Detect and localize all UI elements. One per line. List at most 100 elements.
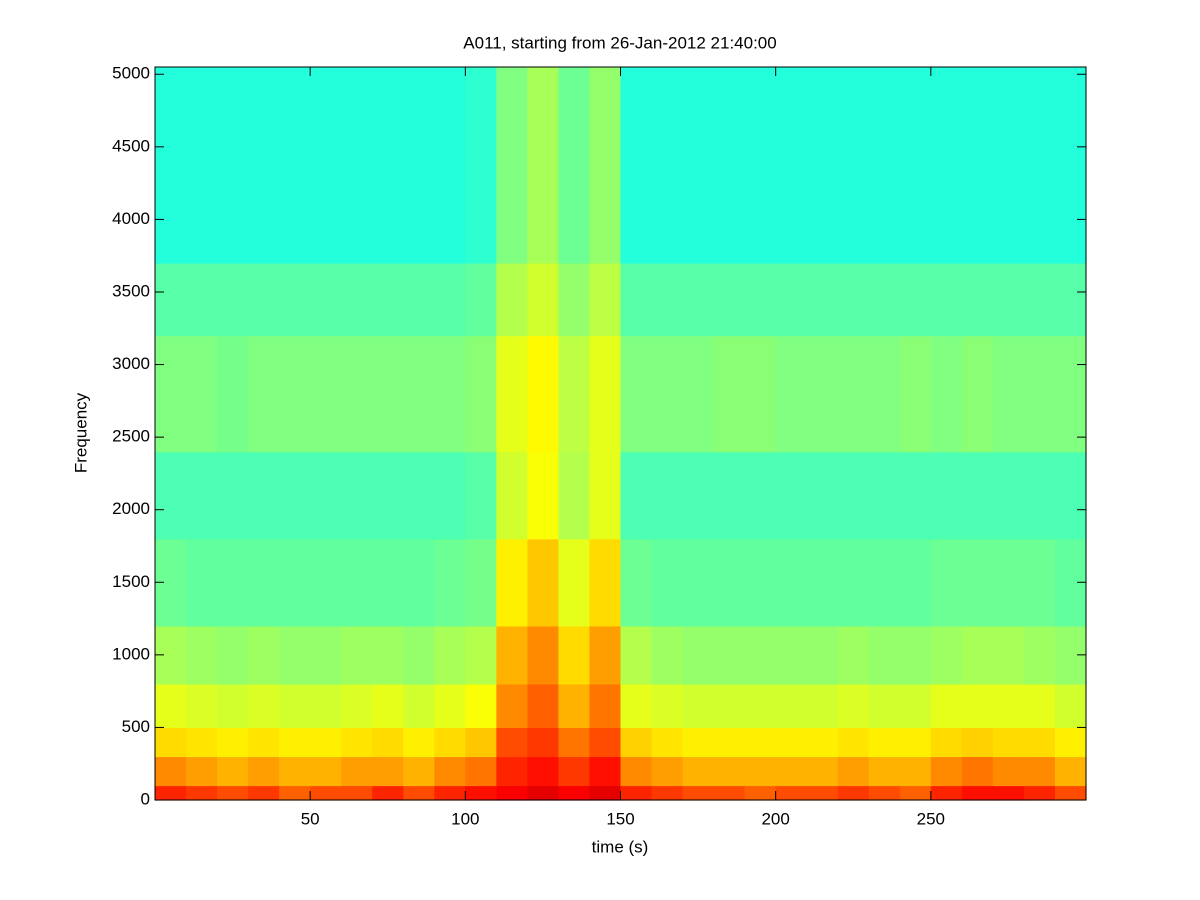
- heatmap-cell: [527, 756, 560, 787]
- heatmap-cell: [279, 335, 311, 453]
- heatmap-cell: [744, 262, 777, 337]
- heatmap-cell: [837, 335, 870, 453]
- heatmap-cell: [310, 727, 342, 758]
- heatmap-cell: [589, 785, 622, 801]
- heatmap-cell: [806, 727, 839, 758]
- heatmap-cell: [899, 262, 932, 337]
- heatmap-cell: [248, 683, 280, 729]
- heatmap-cell: [1023, 785, 1056, 801]
- heatmap-cell: [248, 727, 280, 758]
- heatmap-cell: [744, 756, 777, 787]
- heatmap-cell: [465, 625, 497, 685]
- heatmap-cell: [961, 67, 994, 264]
- heatmap-cell: [1023, 335, 1056, 453]
- heatmap-cell: [930, 785, 963, 801]
- heatmap-cell: [837, 451, 870, 540]
- axes: 50 100 150 200 25005001000150020002500300035…: [112, 64, 1087, 828]
- heatmap-cell: [527, 451, 560, 540]
- heatmap-cell: [1023, 67, 1056, 264]
- heatmap-cell: [992, 335, 1025, 453]
- x-tick-label: 100: [451, 809, 479, 828]
- heatmap-cell: [434, 727, 466, 758]
- y-tick-label: 4000: [112, 209, 150, 228]
- heatmap-cell: [341, 683, 373, 729]
- heatmap-cell: [620, 727, 653, 758]
- heatmap-cell: [558, 538, 591, 627]
- heatmap-cell: [620, 785, 653, 801]
- y-tick-label: 3500: [112, 281, 150, 300]
- heatmap-cell: [341, 451, 373, 540]
- heatmap-cell: [186, 727, 218, 758]
- heatmap-cell: [589, 756, 622, 787]
- heatmap-cell: [806, 262, 839, 337]
- heatmap-cell: [248, 756, 280, 787]
- heatmap-cell: [465, 335, 497, 453]
- heatmap-cell: [279, 756, 311, 787]
- heatmap-cell: [744, 727, 777, 758]
- heatmap-cell: [558, 756, 591, 787]
- heatmap-cell: [775, 538, 808, 627]
- heatmap-cell: [961, 683, 994, 729]
- heatmap-cell: [961, 727, 994, 758]
- heatmap-cell: [558, 451, 591, 540]
- heatmap-cell: [310, 756, 342, 787]
- heatmap-cell: [465, 451, 497, 540]
- heatmap-cell: [775, 625, 808, 685]
- heatmap-cell: [434, 625, 466, 685]
- heatmap-cell: [372, 625, 404, 685]
- heatmap-cell: [744, 451, 777, 540]
- heatmap-cell: [930, 451, 963, 540]
- heatmap-cell: [403, 727, 435, 758]
- y-tick-label: 500: [122, 717, 150, 736]
- heatmap-cell: [992, 262, 1025, 337]
- heatmap-cell: [1054, 67, 1087, 264]
- heatmap-cell: [279, 67, 311, 264]
- heatmap-cell: [775, 451, 808, 540]
- heatmap-cell: [744, 67, 777, 264]
- heatmap-cell: [310, 785, 342, 801]
- heatmap-cell: [961, 785, 994, 801]
- heatmap-cell: [1054, 785, 1087, 801]
- heatmap-cell: [651, 335, 684, 453]
- heatmap-cell: [434, 451, 466, 540]
- heatmap-cell: [155, 335, 187, 453]
- heatmap: [155, 67, 1087, 801]
- heatmap-cell: [186, 756, 218, 787]
- heatmap-cell: [620, 683, 653, 729]
- heatmap-cell: [682, 785, 715, 801]
- heatmap-cell: [713, 625, 746, 685]
- heatmap-cell: [1054, 335, 1087, 453]
- heatmap-cell: [186, 683, 218, 729]
- heatmap-cell: [837, 683, 870, 729]
- y-tick-label: 1000: [112, 644, 150, 663]
- heatmap-cell: [682, 538, 715, 627]
- heatmap-cell: [310, 625, 342, 685]
- heatmap-cell: [527, 683, 560, 729]
- heatmap-cell: [651, 451, 684, 540]
- heatmap-cell: [744, 785, 777, 801]
- heatmap-cell: [651, 727, 684, 758]
- heatmap-cell: [899, 727, 932, 758]
- heatmap-cell: [465, 67, 497, 264]
- heatmap-cell: [341, 756, 373, 787]
- heatmap-cell: [279, 538, 311, 627]
- heatmap-cell: [992, 683, 1025, 729]
- heatmap-cell: [682, 683, 715, 729]
- heatmap-cell: [992, 785, 1025, 801]
- heatmap-cell: [186, 451, 218, 540]
- heatmap-cell: [930, 727, 963, 758]
- heatmap-cell: [310, 451, 342, 540]
- heatmap-cell: [899, 683, 932, 729]
- heatmap-cell: [682, 756, 715, 787]
- heatmap-cell: [217, 756, 249, 787]
- heatmap-cell: [527, 625, 560, 685]
- heatmap-cell: [372, 756, 404, 787]
- heatmap-cell: [1023, 538, 1056, 627]
- heatmap-cell: [527, 335, 560, 453]
- heatmap-cell: [775, 67, 808, 264]
- heatmap-cell: [868, 538, 901, 627]
- x-tick-label: 250: [917, 809, 945, 828]
- heatmap-cell: [403, 785, 435, 801]
- heatmap-cell: [589, 335, 622, 453]
- heatmap-cell: [434, 67, 466, 264]
